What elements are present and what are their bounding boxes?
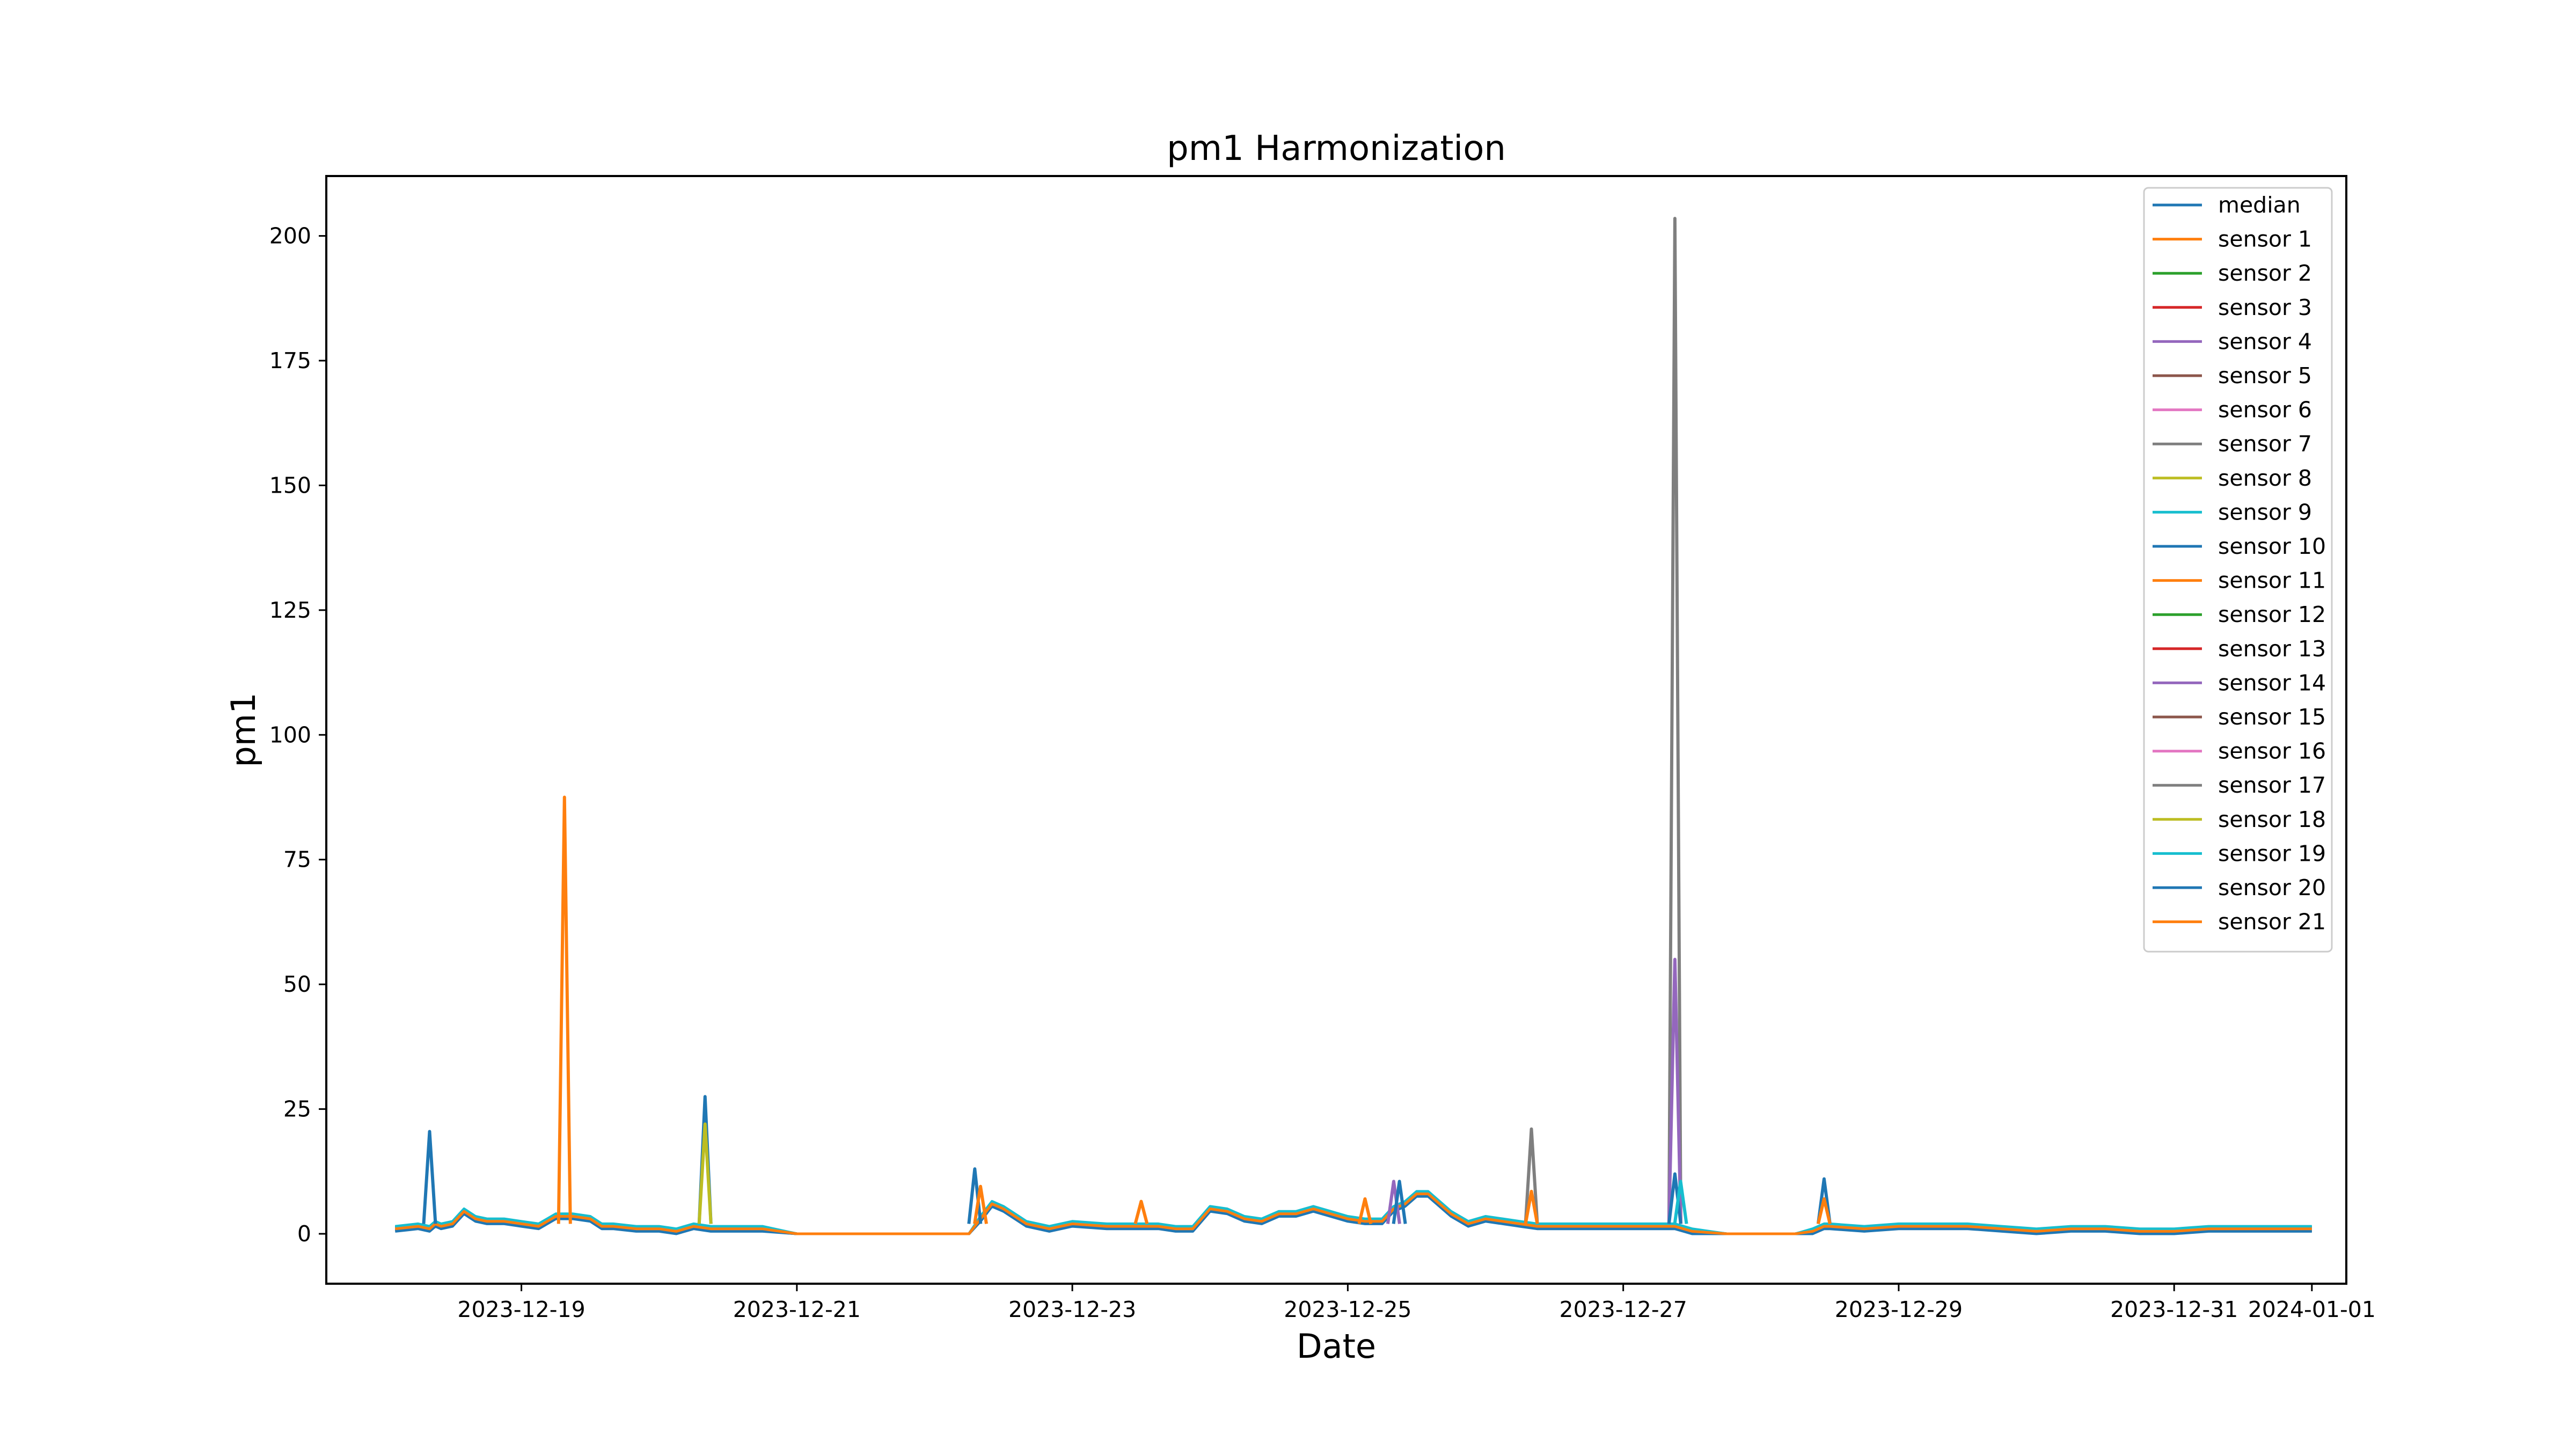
spike-0 [422,1130,437,1224]
legend-label: sensor 18 [2218,807,2326,832]
y-tick-label: 200 [269,223,311,249]
legend-label: sensor 13 [2218,636,2326,662]
legend-label: sensor 21 [2218,909,2326,935]
legend-label: sensor 5 [2218,363,2312,389]
plot-lines [395,217,2312,1235]
spike-11 [1524,1190,1539,1224]
spike-17 [1817,1197,1832,1225]
x-axis-label: Date [1297,1327,1376,1366]
y-tick-label: 0 [297,1221,311,1247]
series-line-20 [395,1194,2312,1235]
x-tick-label: 2023-12-29 [1835,1297,1963,1322]
x-tick-label: 2023-12-31 [2110,1297,2238,1322]
y-tick-label: 50 [283,971,311,997]
plot-frame [325,175,2347,1285]
legend-label: median [2218,192,2301,218]
x-tick-label: 2023-12-27 [1560,1297,1687,1322]
spike-8 [1386,1180,1401,1224]
spike-3 [697,1122,713,1224]
legend-label: sensor 11 [2218,568,2326,594]
legend-label: sensor 2 [2218,260,2312,286]
legend-label: sensor 17 [2218,772,2326,798]
spike-9 [1392,1180,1407,1224]
x-tick-label: 2023-12-19 [457,1297,585,1322]
x-tick-label: 2024-01-01 [2248,1297,2376,1322]
legend-label: sensor 16 [2218,738,2326,764]
legend-label: sensor 1 [2218,226,2312,252]
legend-label: sensor 9 [2218,499,2312,525]
legend-label: sensor 4 [2218,328,2312,354]
legend-label: sensor 14 [2218,670,2326,696]
series-line-21 [395,1192,2312,1235]
y-tick-label: 25 [283,1096,311,1122]
y-ticks: 0 25 50 75 100 125 150 175 200 [269,223,326,1247]
spike-15 [1673,1180,1688,1224]
spike-10 [1524,1127,1539,1224]
y-tick-label: 100 [269,722,311,748]
series-line-19 [395,1190,2312,1235]
y-tick-label: 175 [269,348,311,374]
x-tick-label: 2023-12-21 [733,1297,861,1322]
spike-7 [1357,1197,1373,1225]
legend-label: sensor 6 [2218,397,2312,423]
spike-13 [1667,957,1682,1224]
chart-title: pm1 Harmonization [1167,129,1506,169]
x-ticks: 2023-12-19 2023-12-21 2023-12-23 2023-12-25… [457,1284,2376,1322]
x-tick-label: 2023-12-25 [1284,1297,1411,1322]
legend-label: sensor 7 [2218,431,2312,457]
spike-12 [1667,217,1682,1224]
legend-label: sensor 15 [2218,704,2326,730]
spike-1 [557,795,572,1224]
legend-label: sensor 8 [2218,465,2312,491]
spike-14 [1667,1172,1682,1224]
legend-label: sensor 19 [2218,840,2326,866]
spike-5 [973,1184,988,1224]
legend-label: sensor 12 [2218,602,2326,627]
x-tick-label: 2023-12-23 [1008,1297,1136,1322]
legend-label: sensor 20 [2218,875,2326,901]
legend-box [2143,187,2333,953]
legend-label: sensor 3 [2218,295,2312,320]
spike-6 [1133,1199,1149,1225]
y-tick-label: 125 [269,597,311,623]
y-tick-label: 150 [269,472,311,498]
legend-label: sensor 10 [2218,533,2326,559]
y-tick-label: 75 [283,847,311,873]
legend: median sensor 1 sensor 2 sensor 3 sensor 4 se… [2143,187,2333,953]
y-axis-label: pm1 [224,692,263,767]
